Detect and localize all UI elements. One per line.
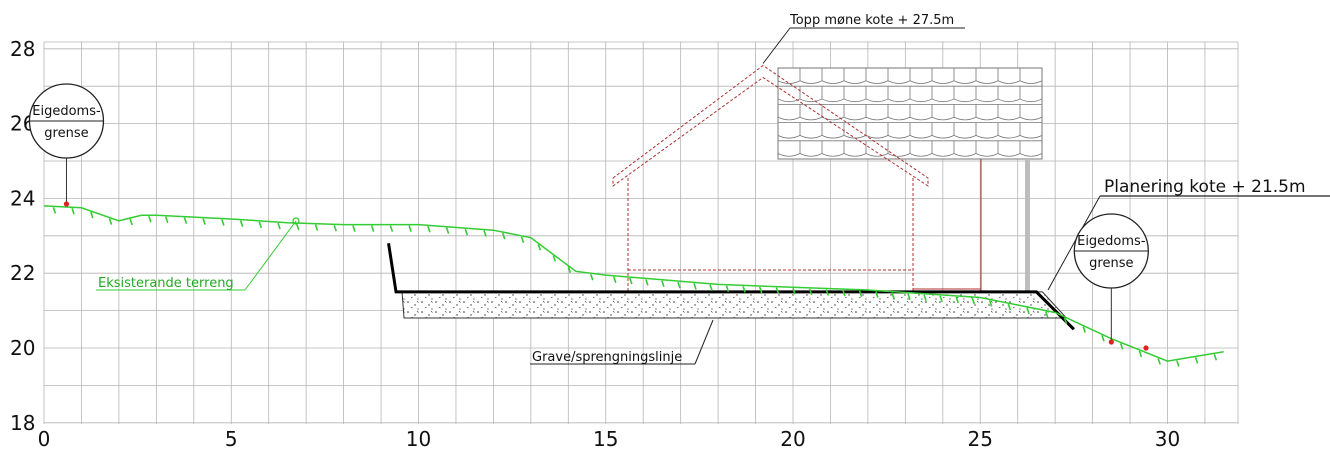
boundary-marker: Eigedoms-grense — [29, 84, 103, 207]
terrain-hatch — [222, 220, 224, 226]
terrain-hatch — [521, 237, 523, 243]
terrain-hatch — [630, 278, 632, 284]
y-tick-label: 28 — [10, 37, 35, 61]
terrain-hatch — [614, 277, 616, 283]
terrain-hatch — [503, 233, 505, 239]
boundary-label: grense — [1089, 256, 1133, 271]
boundary-label: Eigedoms- — [1077, 234, 1146, 249]
terrain-hatch — [662, 281, 664, 287]
terrain-hatch — [130, 219, 132, 225]
terrain-hatch — [149, 216, 151, 222]
grid-lines — [44, 42, 1238, 424]
excavation-area — [389, 243, 1074, 329]
leader-line — [695, 320, 713, 364]
terrain-label: Eksisterande terreng — [98, 276, 234, 291]
terrain-hatch — [1196, 357, 1198, 363]
excavation-label: Grave/sprengningslinje — [532, 350, 682, 365]
terrain-hatch — [1139, 351, 1141, 357]
y-tick-label: 18 — [10, 411, 35, 435]
boundary-label: grense — [44, 126, 88, 141]
boundary-pin — [1109, 339, 1114, 344]
leader-line — [245, 221, 296, 290]
terrain-hatch — [694, 283, 696, 289]
x-tick-label: 20 — [780, 427, 805, 451]
terrain-hatch — [1102, 335, 1104, 341]
terrain-hatch — [390, 226, 392, 232]
boundary-marker: Eigedoms-grense — [1074, 214, 1148, 345]
planering-label: Planering kote + 21.5m — [1104, 177, 1306, 197]
terrain-hatch — [409, 226, 411, 232]
terrain-hatch — [465, 229, 467, 235]
terrain-hatch — [428, 226, 430, 232]
terrain-hatch — [1158, 358, 1160, 364]
terrain-hatch — [1083, 327, 1085, 333]
terrain-hatch — [72, 208, 74, 214]
terrain-hatch — [278, 223, 280, 229]
boundary-label: Eigedoms- — [32, 104, 101, 119]
roof-tile-pattern — [778, 68, 1042, 292]
terrain-hatch — [591, 274, 593, 280]
terrain-hatch — [316, 225, 318, 231]
terrain-hatch — [678, 282, 680, 288]
x-tick-label: 25 — [968, 427, 993, 451]
terrain-hatch — [447, 228, 449, 234]
terrain-hatch — [1065, 318, 1067, 324]
terrain-hatch — [353, 226, 355, 232]
x-tick-label: 30 — [1155, 427, 1180, 451]
y-tick-label: 24 — [10, 186, 35, 210]
x-tick-label: 0 — [38, 427, 51, 451]
terrain-hatch — [91, 212, 93, 218]
terrain-hatch — [259, 222, 261, 228]
terrain-hatch — [710, 285, 712, 291]
terrain-hatch — [297, 224, 299, 230]
terrain-hatch — [110, 219, 112, 225]
terrain-hatch — [1121, 343, 1123, 349]
terrain-hatch — [241, 221, 243, 227]
x-tick-label: 15 — [593, 427, 618, 451]
terrain-hatch — [1177, 361, 1179, 367]
terrain-hatch — [372, 226, 374, 232]
terrain-hatch — [1214, 354, 1216, 360]
terrain-hatch — [53, 207, 55, 213]
y-tick-label: 20 — [10, 336, 35, 360]
terrain-hatch — [203, 219, 205, 225]
terrain-hatch — [184, 218, 186, 224]
x-tick-label: 10 — [406, 427, 431, 451]
terrain-hatch — [646, 279, 648, 285]
boundary-pin — [64, 201, 69, 206]
terrain-hatch — [166, 217, 168, 223]
gravel-layer — [402, 292, 1066, 318]
x-tick-label: 5 — [225, 427, 238, 451]
y-tick-label: 22 — [10, 261, 35, 285]
terrain-hatch — [334, 225, 336, 231]
leader-line — [763, 28, 790, 64]
boundary-pin — [1143, 345, 1148, 350]
roof-top-label: Topp møne kote + 27.5m — [789, 13, 954, 28]
post — [1025, 159, 1030, 292]
